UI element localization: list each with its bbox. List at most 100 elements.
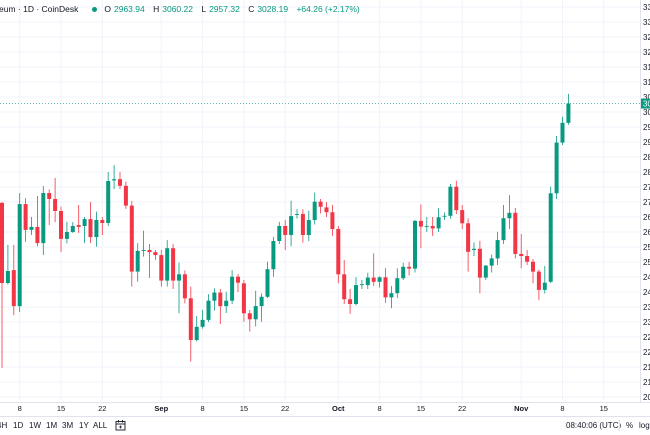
- candle-body: [448, 187, 452, 216]
- candle-body: [372, 278, 376, 282]
- candle-body: [549, 193, 553, 281]
- x-tick-label: 8: [378, 404, 382, 413]
- candle-body: [24, 204, 28, 230]
- candle-body: [472, 249, 476, 250]
- y-tick-label: 2150: [643, 363, 650, 372]
- range-1d-button[interactable]: 1D: [13, 421, 23, 430]
- candle-body: [336, 229, 340, 274]
- candle-body: [112, 179, 116, 180]
- candle-body: [212, 293, 216, 301]
- candle-body: [301, 214, 305, 235]
- divider: [619, 420, 620, 431]
- candle: [348, 289, 352, 314]
- y-tick-label: 2200: [643, 348, 650, 357]
- clock-utc[interactable]: 08:40:06 (UTC): [566, 421, 621, 430]
- range-4h-button[interactable]: 4H: [0, 421, 7, 430]
- candle-body: [242, 283, 246, 313]
- candle-body: [507, 213, 511, 218]
- range-3m-button[interactable]: 3M: [62, 421, 73, 430]
- candle-body: [513, 213, 517, 254]
- candle-body: [260, 297, 264, 306]
- candle: [177, 263, 181, 314]
- candle-body: [360, 284, 364, 285]
- y-tick-label: 2550: [643, 243, 650, 252]
- candle-body: [47, 193, 51, 199]
- candle-body: [218, 293, 222, 307]
- candle: [496, 232, 500, 265]
- y-tick-label: 2250: [643, 333, 650, 342]
- symbol-title[interactable]: eum · 1D · CoinDesk: [0, 4, 78, 14]
- candle: [507, 195, 511, 229]
- grid: [0, 0, 640, 400]
- close-value: 3028.19: [257, 4, 288, 14]
- candle-body: [195, 327, 199, 340]
- y-tick-label: 3350: [643, 3, 650, 12]
- candle: [266, 262, 270, 298]
- candlestick-chart[interactable]: 2050210021502200225023002350240024502500…: [0, 0, 650, 416]
- range-1w-button[interactable]: 1W: [29, 421, 41, 430]
- candle: [148, 244, 152, 278]
- candle-body: [561, 123, 565, 143]
- candle-body: [283, 226, 287, 235]
- y-tick-label: 2100: [643, 378, 650, 387]
- candle: [307, 211, 311, 241]
- x-tick-label: 8: [18, 404, 22, 413]
- candle-body: [543, 283, 547, 290]
- candle-body: [466, 223, 470, 252]
- candle-body: [401, 267, 405, 278]
- candle: [136, 243, 140, 282]
- candle: [248, 310, 252, 332]
- candle-body: [53, 199, 57, 211]
- candle: [313, 193, 317, 225]
- candle: [89, 202, 93, 243]
- x-tick-label: 15: [600, 404, 608, 413]
- price-axis[interactable]: 2050210021502200225023002350240024502500…: [641, 0, 650, 402]
- candle-body: [89, 219, 93, 237]
- y-tick-label: 3300: [643, 18, 650, 27]
- candle: [65, 222, 69, 244]
- candle-body: [183, 274, 187, 298]
- range-1m-button[interactable]: 1M: [46, 421, 57, 430]
- high-key: H: [153, 4, 159, 14]
- candle-body: [254, 306, 258, 319]
- y-tick-label: 2900: [643, 138, 650, 147]
- candle: [484, 265, 488, 280]
- candle-body: [18, 204, 22, 306]
- candle: [384, 268, 388, 303]
- y-tick-label: 2700: [643, 198, 650, 207]
- y-tick-label: 3250: [643, 33, 650, 42]
- close-key: C: [248, 4, 254, 14]
- candle: [71, 222, 75, 233]
- candle-body: [77, 225, 81, 227]
- low-key: L: [201, 4, 206, 14]
- y-tick-label: 2600: [643, 228, 650, 237]
- x-tick-label: 8: [201, 404, 205, 413]
- calendar-icon[interactable]: [115, 419, 126, 433]
- range-all-button[interactable]: ALL: [93, 421, 107, 430]
- candle: [448, 184, 452, 219]
- last-price-label: 3028.19: [643, 100, 650, 109]
- candle: [502, 205, 506, 244]
- candle: [478, 241, 482, 294]
- candle: [413, 220, 417, 273]
- candle: [260, 294, 264, 322]
- x-tick-label: 15: [57, 404, 65, 413]
- log-scale-button[interactable]: log: [639, 421, 650, 430]
- candle-body: [395, 278, 399, 293]
- candle-body: [531, 262, 535, 272]
- y-tick-label: 2300: [643, 318, 650, 327]
- candle-body: [159, 255, 163, 281]
- percent-scale-button[interactable]: %: [626, 421, 633, 430]
- candle: [513, 208, 517, 258]
- candle-body: [490, 258, 494, 265]
- candle: [325, 202, 329, 217]
- range-1y-button[interactable]: 1Y: [79, 421, 89, 430]
- candle-body: [366, 278, 370, 286]
- candle-body: [266, 269, 270, 297]
- candle: [561, 117, 565, 145]
- candle-body: [118, 179, 122, 186]
- candle-body: [319, 202, 323, 207]
- candle: [142, 231, 146, 257]
- candle-body: [460, 210, 464, 223]
